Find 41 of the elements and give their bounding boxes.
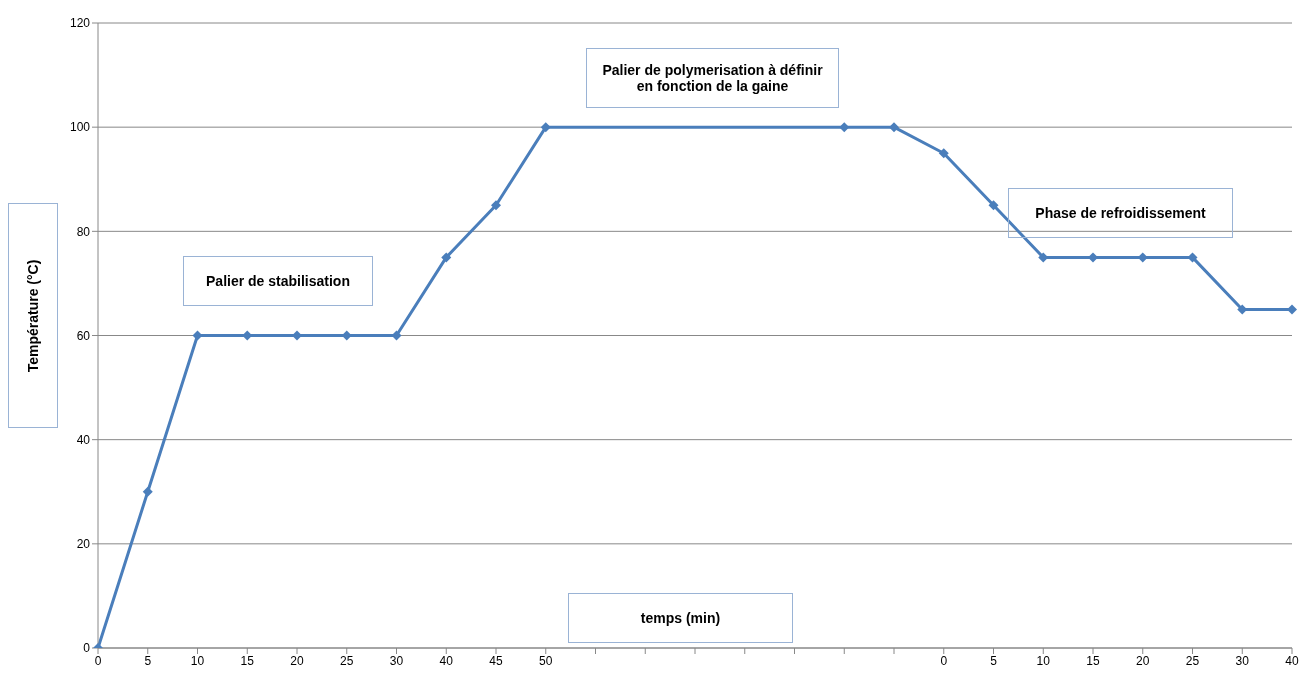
x-tick-label: 5 — [990, 653, 998, 668]
x-tick-label: 50 — [539, 653, 553, 668]
x-tick-label: 25 — [340, 653, 354, 668]
point — [889, 122, 899, 133]
x-tick-label: 40 — [1285, 653, 1299, 668]
y-axis-title: Température (°C) — [25, 259, 42, 372]
x-tick-label: 15 — [1086, 653, 1100, 668]
point — [540, 122, 551, 133]
point — [1088, 252, 1098, 263]
point — [292, 330, 302, 341]
x-tick-label: 0 — [94, 653, 102, 668]
x-tick-label: 0 — [940, 653, 948, 668]
point — [1287, 304, 1297, 315]
x-tick-label: 5 — [144, 653, 152, 668]
x-tick-label: 10 — [1036, 653, 1051, 668]
annotation: Palier de stabilisation — [183, 256, 373, 306]
x-tick-label: 20 — [290, 653, 304, 668]
point — [988, 200, 999, 211]
x-tick-label: 30 — [389, 653, 404, 668]
point — [142, 486, 153, 497]
point — [839, 122, 850, 133]
y-tick-label: 20 — [76, 537, 91, 552]
x-axis-title: temps (min) — [568, 593, 793, 643]
y-tick-label: 60 — [76, 328, 91, 343]
point — [938, 148, 949, 159]
annotation: Palier de polymerisation à définir en fonction de la gaine — [586, 48, 839, 108]
y-tick-label: 40 — [76, 432, 91, 447]
y-tick-label: 120 — [69, 16, 91, 31]
y-tick-label: 0 — [83, 641, 91, 656]
x-tick-label: 40 — [439, 653, 454, 668]
x-tick-label: 10 — [190, 653, 205, 668]
y-tick-label: 80 — [76, 224, 91, 239]
x-tick-label: 45 — [489, 653, 503, 668]
x-tick-label: 15 — [240, 653, 255, 668]
point — [441, 252, 452, 263]
x-tick-label: 30 — [1235, 653, 1250, 668]
point — [491, 200, 501, 211]
x-tick-label: 20 — [1136, 653, 1150, 668]
annotation: Phase de refroidissement — [1008, 188, 1233, 238]
x-tick-label: 25 — [1185, 653, 1200, 668]
y-tick-label: 100 — [69, 120, 91, 135]
